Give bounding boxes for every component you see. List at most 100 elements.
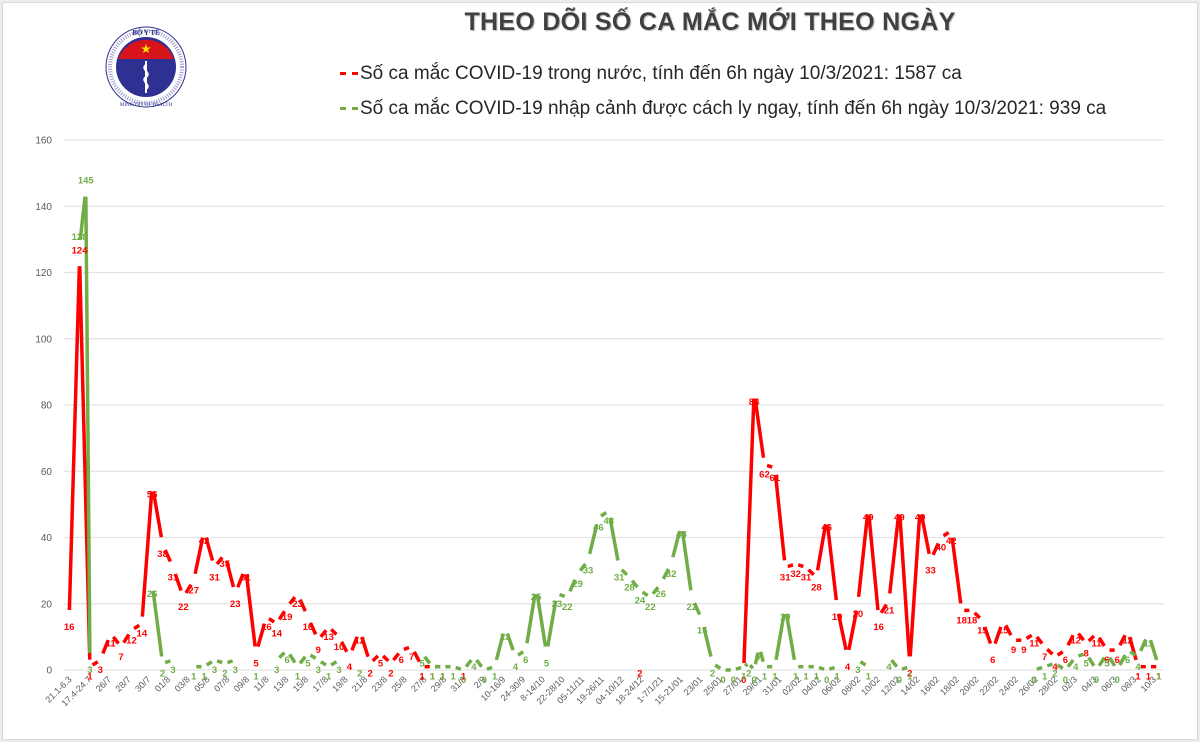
data-point-label: 1: [191, 672, 197, 683]
data-point-label: 1: [803, 672, 809, 683]
data-point-label: 31: [780, 572, 791, 583]
data-point-label: 1: [419, 672, 425, 683]
legend-label-imported: Số ca mắc COVID-19 nhập cảnh được cách l…: [360, 98, 1107, 119]
data-point-label: 1: [253, 672, 259, 683]
legend-marker-red-icon: [340, 72, 346, 76]
data-point-label: 6: [284, 655, 289, 666]
data-point-label: 5: [378, 658, 384, 669]
y-tick-label: 140: [35, 202, 52, 213]
data-point-label: 4: [347, 662, 353, 673]
data-point-label: 46: [821, 523, 832, 534]
data-point-label: 6: [399, 655, 404, 666]
x-tick-label: 02/02: [780, 674, 803, 697]
data-point-label: 56: [147, 490, 158, 501]
data-point-label: 0: [1115, 675, 1120, 686]
data-point-label: 3: [336, 665, 341, 676]
data-point-label: 3: [855, 665, 860, 676]
data-point-label: 27: [188, 586, 199, 597]
legend-marker-red-icon: [352, 72, 358, 76]
data-point-label: 1: [866, 672, 872, 683]
y-tick-label: 0: [46, 666, 52, 677]
data-point-label: 22: [687, 602, 698, 613]
data-point-label: 15: [977, 625, 988, 636]
x-tick-label: 26/7: [94, 674, 113, 693]
data-point-label: 128: [72, 232, 88, 243]
data-point-label: 2: [357, 668, 362, 679]
y-tick-label: 100: [35, 334, 52, 345]
data-point-label: 1: [430, 672, 436, 683]
data-point-label: 1: [492, 672, 498, 683]
data-point-label: 44: [676, 529, 687, 540]
x-tick-label: 13/8: [271, 674, 290, 693]
data-point-label: 13: [323, 632, 334, 643]
x-tick-label: 24/02: [997, 674, 1020, 697]
data-point-label: 4: [471, 662, 477, 673]
data-point-label: 2: [637, 668, 642, 679]
data-point-label: 32: [790, 569, 801, 580]
data-point-label: 6: [1063, 655, 1068, 666]
y-axis: 0 20 40 60 80 100 120 140 160: [35, 136, 52, 677]
y-tick-label: 160: [35, 136, 52, 147]
data-point-label: 3: [316, 665, 321, 676]
data-point-label: 16: [303, 622, 314, 633]
data-point-label: 40: [936, 543, 947, 554]
x-tick-label: 16/02: [918, 674, 941, 697]
data-point-label: 6: [1104, 655, 1109, 666]
data-point-label: 6: [523, 655, 528, 666]
data-point-label: 1: [762, 672, 768, 683]
data-point-label: 2: [160, 668, 165, 679]
data-point-label: 9: [1021, 645, 1026, 656]
data-point-label: 1: [440, 672, 446, 683]
data-point-label: 2: [222, 668, 227, 679]
data-point-label: 5: [1084, 658, 1090, 669]
data-point-label: 1: [461, 672, 467, 683]
data-point-label: 5: [253, 658, 259, 669]
data-point-label: 2: [1052, 668, 1057, 679]
data-point-label: 11: [1143, 639, 1154, 650]
x-tick-label: 15/8: [291, 674, 310, 693]
data-point-label: 4: [1073, 662, 1079, 673]
data-point-label: 124: [72, 245, 89, 256]
data-point-label: 7: [118, 652, 123, 663]
x-tick-label: 28/7: [113, 674, 132, 693]
x-axis: 21.1-6.317.4-24.7 26/7 28/7 30/7 01/8 03/8 05/…: [43, 674, 1158, 708]
data-point-label: 3: [212, 665, 217, 676]
data-point-label: 31: [168, 572, 179, 583]
data-point-label: 14: [137, 629, 148, 640]
chart-title: THEO DÕI SỐ CA MẮC MỚI THEO NGÀY: [464, 8, 956, 36]
x-tick-label: 03/8: [173, 674, 192, 693]
data-point-label: 9: [316, 645, 321, 656]
data-point-label: 2: [746, 668, 751, 679]
x-tick-label: 22/02: [977, 674, 1000, 697]
data-point-label: 19: [282, 612, 293, 623]
y-tick-label: 20: [41, 599, 53, 610]
data-point-label: 1: [87, 672, 93, 683]
data-point-label: 0: [1094, 675, 1099, 686]
data-point-label: 1: [1156, 672, 1162, 683]
data-point-label: 49: [915, 513, 926, 524]
data-point-label: 1: [451, 672, 457, 683]
y-tick-label: 40: [41, 533, 53, 544]
data-point-label: 18: [967, 615, 978, 626]
data-point-label: 42: [199, 536, 210, 547]
y-tick-label: 60: [41, 467, 53, 478]
data-point-label: 22: [178, 602, 189, 613]
data-point-label: 1: [772, 672, 778, 683]
data-point-label: 12: [1071, 635, 1082, 646]
data-point-label: 3: [98, 665, 103, 676]
data-point-label: 25: [531, 592, 542, 603]
data-point-label: 2: [907, 668, 912, 679]
x-tick-label: 20/02: [958, 674, 981, 697]
data-point-label: 26: [655, 589, 666, 600]
logo-bottom-text: MINISTRY OF HEALTH: [120, 103, 173, 108]
data-point-label: 24: [635, 596, 646, 607]
data-point-label: 4: [886, 662, 892, 673]
x-tick-label: 08/02: [839, 674, 862, 697]
data-point-label: 33: [583, 566, 594, 577]
legend-marker-green-icon: [352, 107, 358, 111]
data-point-label: 19: [832, 612, 843, 623]
legend-item-imported: Số ca mắc COVID-19 nhập cảnh được cách l…: [340, 98, 1106, 120]
data-point-label: 15: [697, 625, 708, 636]
data-point-label: 2: [367, 668, 372, 679]
